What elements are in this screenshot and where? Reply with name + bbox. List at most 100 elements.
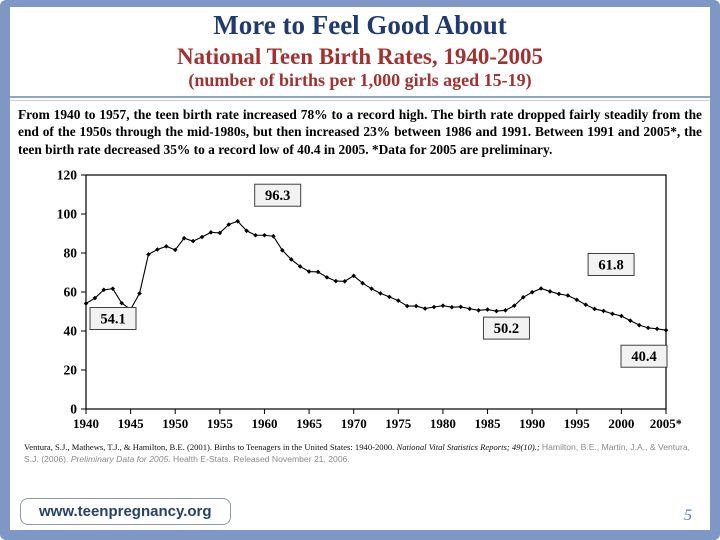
data-marker [378,290,383,296]
data-marker [101,287,107,292]
data-marker [271,233,276,239]
data-marker [172,247,178,253]
y-tick-label: 60 [64,284,78,299]
x-tick-label: 1990 [519,416,545,431]
data-marker [413,303,419,309]
data-marker [387,294,392,300]
data-marker [369,286,374,291]
data-marker [324,274,330,280]
plot-area [85,174,667,410]
data-marker [476,307,481,313]
data-marker [628,318,633,323]
y-tick-label: 20 [64,362,78,377]
chart-data-label: 50.2 [482,316,530,340]
data-marker [119,300,124,306]
data-marker [556,291,562,297]
data-marker [190,238,196,244]
chart-container: 0 20 40 60 80 100 120 1940 1945 1950 1955 1960 1965 1… [36,163,710,439]
data-marker [565,293,571,298]
data-marker [155,247,160,252]
data-marker [467,306,472,311]
data-marker [601,308,606,314]
svg-text:96.3: 96.3 [265,188,290,204]
x-tick-label: 1960 [251,416,277,431]
chart-data-label: 61.8 [587,252,635,276]
y-tick-label: 120 [57,167,78,182]
x-tick-label: 1970 [341,416,367,431]
data-marker [547,288,553,294]
svg-text:50.2: 50.2 [494,321,519,337]
data-marker [288,256,294,262]
data-marker [431,304,437,310]
citation-part2-end: . Health E-Stats. Released November 21, … [168,453,350,464]
data-marker [262,232,267,238]
svg-text:61.8: 61.8 [598,257,623,273]
data-marker [351,273,356,278]
data-marker [512,303,517,308]
data-marker [636,322,642,328]
citation-part1: Ventura, S.J., Mathews, T.J., & Hamilton… [24,441,397,452]
x-tick-label: 2000 [608,416,634,431]
data-marker [574,297,580,302]
data-marker [449,304,455,310]
x-tick-label: 1940 [73,416,99,431]
data-marker [520,294,526,300]
citation-text: Ventura, S.J., Mathews, T.J., & Hamilton… [24,441,696,465]
data-marker [306,269,312,274]
data-marker [208,229,214,235]
data-marker [654,326,660,331]
data-marker [280,247,285,253]
chart-subsubtitle: (number of births per 1,000 girls aged 1… [188,69,532,90]
x-tick-label: 1975 [385,416,412,431]
y-tick-label: 80 [64,245,78,260]
data-marker [360,280,365,286]
chart-subtitle: National Teen Birth Rates, 1940-2005 [176,43,544,69]
citation-journal: National Vital Statistics Reports; 49(10… [396,441,542,452]
data-marker [164,243,169,249]
data-marker [137,290,142,296]
x-tick-label: 1950 [162,416,188,431]
chart-data-label: 40.4 [620,344,668,368]
page-title: More to Feel Good About [213,10,507,40]
x-tick-label: 2005* [650,416,681,431]
citation-part2-title: Preliminary Data for 2005 [70,453,169,464]
data-marker [583,302,588,307]
x-tick-label: 1945 [118,416,145,431]
data-marker [494,308,499,314]
data-marker [404,303,410,309]
data-marker [440,303,446,308]
data-marker [92,295,98,301]
svg-text:40.4: 40.4 [631,349,656,365]
data-marker [663,327,669,333]
data-marker [458,304,464,309]
data-marker [645,325,651,331]
x-tick-label: 1985 [475,416,502,431]
data-marker [619,313,624,319]
teenpregnancy-link[interactable]: www.teenpregnancy.org [20,498,231,525]
slide-content: More to Feel Good About National Teen Bi… [10,7,710,530]
data-marker [110,286,116,291]
data-marker [485,307,490,312]
data-marker [235,218,240,224]
page-number: 5 [684,507,692,524]
data-marker [422,306,428,311]
divider-rule [10,95,710,101]
y-tick-label: 0 [70,401,77,416]
x-tick-label: 1995 [564,416,591,431]
chart-data-label: 96.3 [254,183,302,207]
teen-birth-rate-chart: 0 20 40 60 80 100 120 1940 1945 1950 1955 1960 1965 1… [57,167,681,431]
footer-bar: www.teenpregnancy.org 5 [20,498,698,525]
summary-paragraph: From 1940 to 1957, the teen birth rate i… [18,106,702,158]
data-marker [342,278,348,284]
citation-part2: Hamilton, B.E., Martin, J.A., & Ventura,… [24,441,690,464]
y-tick-label: 100 [57,206,78,221]
chart-data-label: 54.1 [89,306,137,330]
x-tick-label: 1980 [430,416,456,431]
data-marker [592,306,597,312]
data-marker [226,222,232,227]
data-marker [253,232,258,238]
x-tick-label: 1965 [296,416,323,431]
data-marker [83,301,89,306]
y-tick-label: 40 [64,323,78,338]
